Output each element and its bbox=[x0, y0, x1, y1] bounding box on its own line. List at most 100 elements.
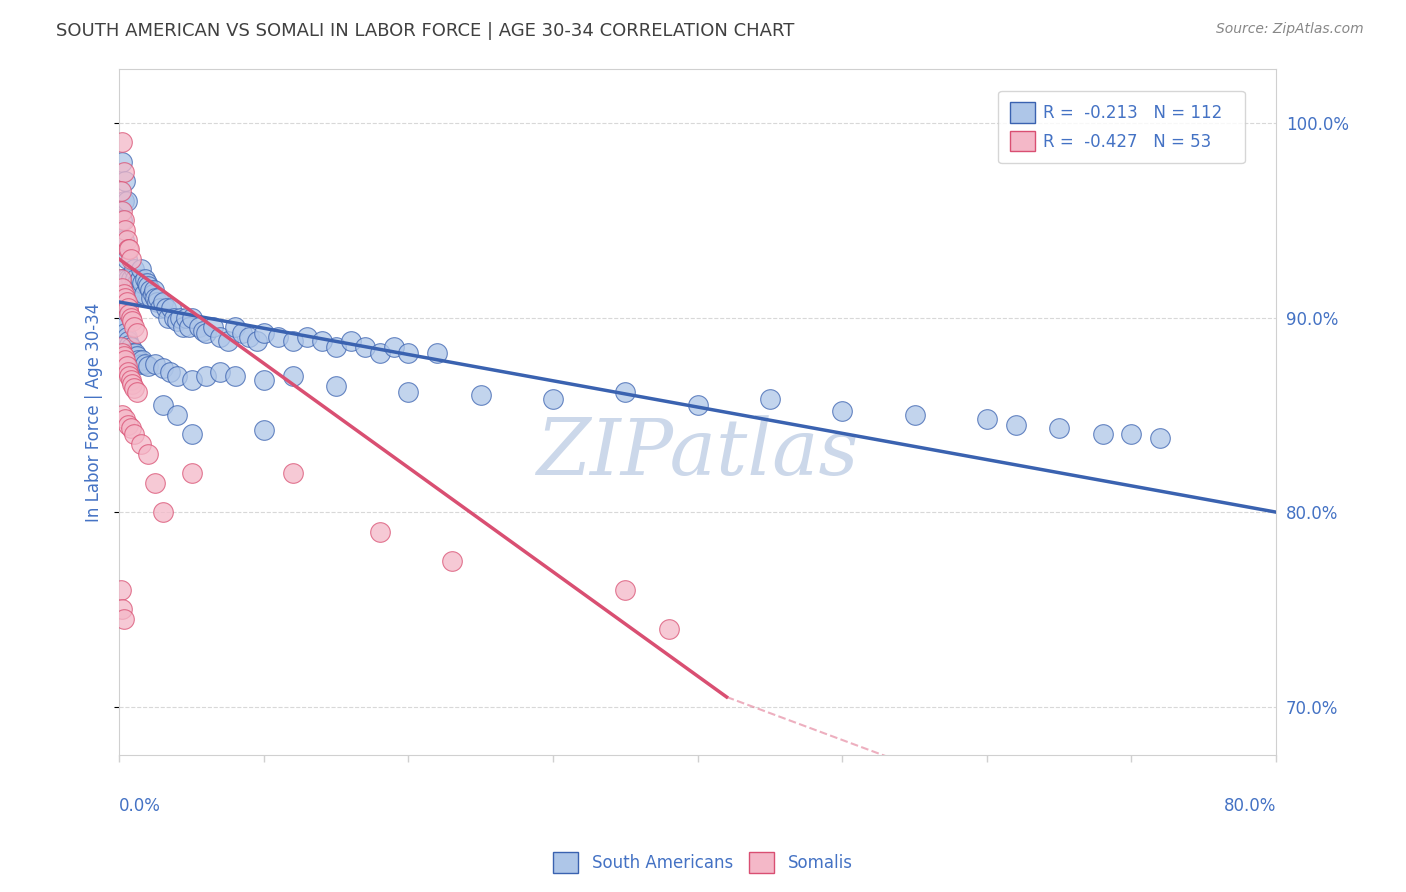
Point bbox=[146, 295, 169, 310]
Point bbox=[354, 340, 377, 354]
Point bbox=[134, 271, 156, 285]
Point bbox=[125, 326, 148, 340]
Point bbox=[118, 338, 141, 352]
Point bbox=[281, 467, 304, 481]
Point bbox=[195, 326, 218, 340]
Point bbox=[325, 340, 347, 354]
Point bbox=[136, 447, 159, 461]
Point bbox=[112, 213, 135, 227]
Point bbox=[136, 359, 159, 374]
Y-axis label: In Labor Force | Age 30-34: In Labor Force | Age 30-34 bbox=[86, 302, 103, 522]
Point bbox=[614, 836, 637, 850]
Point bbox=[152, 361, 174, 376]
Point bbox=[187, 320, 209, 334]
Point bbox=[114, 411, 136, 425]
Point bbox=[115, 252, 138, 267]
Point bbox=[166, 408, 188, 422]
Point bbox=[149, 301, 172, 315]
Point bbox=[111, 345, 134, 359]
Point bbox=[759, 392, 782, 407]
Point bbox=[117, 271, 139, 285]
Point bbox=[281, 368, 304, 383]
Point bbox=[180, 467, 202, 481]
Point bbox=[209, 365, 232, 379]
Text: SOUTH AMERICAN VS SOMALI IN LABOR FORCE | AGE 30-34 CORRELATION CHART: SOUTH AMERICAN VS SOMALI IN LABOR FORCE … bbox=[56, 22, 794, 40]
Point bbox=[122, 320, 145, 334]
Point bbox=[114, 271, 136, 285]
Point bbox=[281, 334, 304, 348]
Point bbox=[125, 384, 148, 399]
Text: ZIPatlas: ZIPatlas bbox=[537, 415, 859, 491]
Point bbox=[124, 271, 146, 285]
Point bbox=[112, 233, 135, 247]
Point bbox=[111, 314, 134, 328]
Point bbox=[155, 301, 177, 315]
Point bbox=[115, 359, 138, 374]
Point bbox=[127, 353, 149, 368]
Point bbox=[114, 326, 136, 340]
Point bbox=[120, 310, 142, 325]
Text: 80.0%: 80.0% bbox=[1223, 797, 1277, 814]
Point bbox=[115, 233, 138, 247]
Point bbox=[157, 310, 180, 325]
Point bbox=[112, 612, 135, 626]
Point bbox=[426, 345, 449, 359]
Point bbox=[132, 287, 155, 301]
Point bbox=[111, 602, 134, 616]
Point bbox=[143, 283, 166, 297]
Point bbox=[253, 373, 276, 387]
Point bbox=[831, 806, 853, 821]
Point bbox=[174, 310, 197, 325]
Point bbox=[145, 291, 167, 305]
Point bbox=[614, 384, 637, 399]
Point bbox=[253, 424, 276, 438]
Point bbox=[253, 326, 276, 340]
Point bbox=[398, 345, 420, 359]
Point bbox=[129, 261, 152, 276]
Point bbox=[110, 340, 132, 354]
Point bbox=[114, 223, 136, 237]
Point bbox=[115, 295, 138, 310]
Point bbox=[231, 326, 253, 340]
Point bbox=[112, 287, 135, 301]
Legend: South Americans, Somalis: South Americans, Somalis bbox=[547, 846, 859, 880]
Point bbox=[122, 261, 145, 276]
Point bbox=[120, 340, 142, 354]
Point bbox=[129, 357, 152, 371]
Point bbox=[117, 301, 139, 315]
Point bbox=[131, 276, 153, 290]
Point bbox=[163, 310, 186, 325]
Point bbox=[172, 320, 194, 334]
Point bbox=[1121, 427, 1143, 442]
Point bbox=[152, 505, 174, 519]
Point bbox=[120, 421, 142, 435]
Point bbox=[159, 365, 181, 379]
Point bbox=[117, 417, 139, 432]
Point bbox=[382, 340, 405, 354]
Point bbox=[124, 345, 146, 359]
Point bbox=[117, 365, 139, 379]
Point bbox=[120, 271, 142, 285]
Point bbox=[166, 368, 188, 383]
Point bbox=[224, 368, 246, 383]
Point bbox=[111, 155, 134, 169]
Point bbox=[110, 582, 132, 597]
Point bbox=[111, 203, 134, 218]
Point bbox=[111, 213, 134, 227]
Point bbox=[470, 388, 492, 402]
Point bbox=[195, 368, 218, 383]
Point bbox=[115, 330, 138, 344]
Point bbox=[111, 408, 134, 422]
Point bbox=[112, 320, 135, 334]
Point bbox=[118, 243, 141, 257]
Point bbox=[180, 373, 202, 387]
Point bbox=[217, 334, 239, 348]
Text: 0.0%: 0.0% bbox=[120, 797, 162, 814]
Point bbox=[125, 350, 148, 364]
Point bbox=[339, 334, 361, 348]
Point bbox=[166, 314, 188, 328]
Point bbox=[238, 330, 260, 344]
Point bbox=[110, 184, 132, 198]
Point bbox=[117, 334, 139, 348]
Text: Source: ZipAtlas.com: Source: ZipAtlas.com bbox=[1216, 22, 1364, 37]
